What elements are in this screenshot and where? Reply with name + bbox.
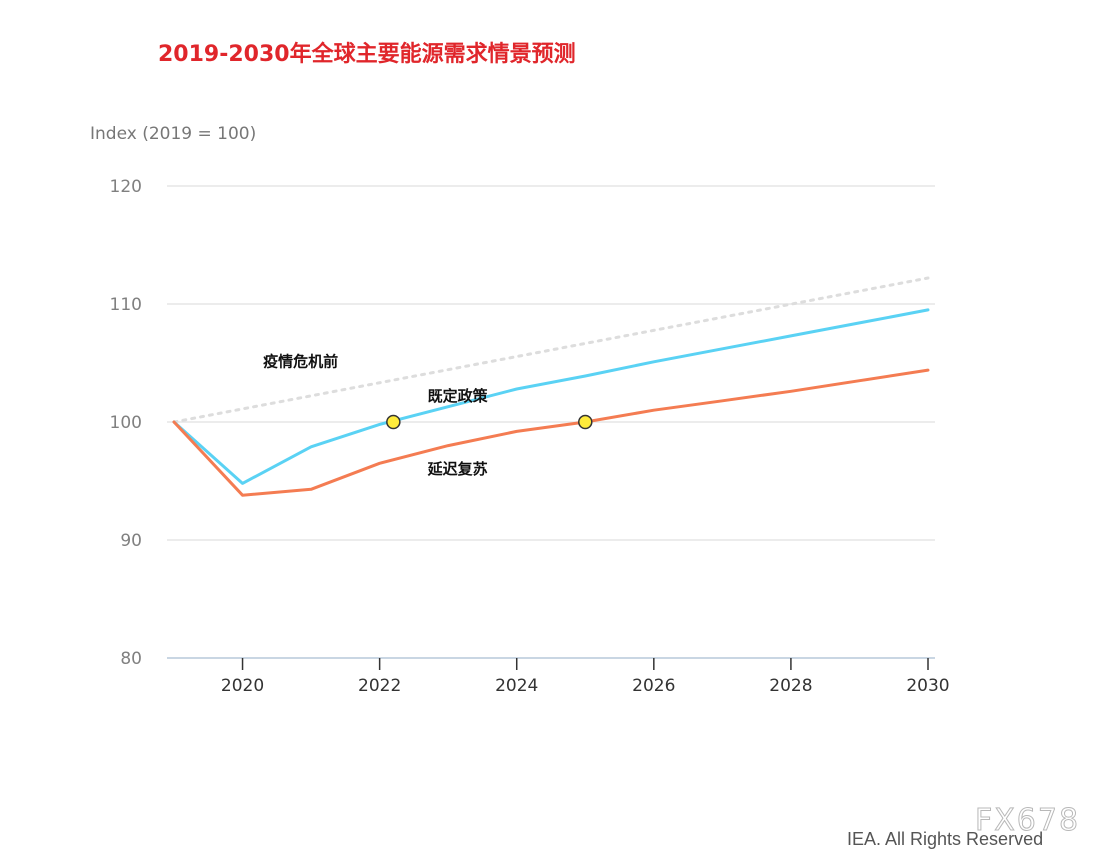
- grid: [167, 185, 935, 541]
- x-tick-label-2030: 2030: [906, 676, 949, 696]
- y-tick-label-90: 90: [120, 531, 142, 551]
- y-tick-label-120: 120: [110, 177, 142, 197]
- annotation-label-1: 既定政策: [428, 387, 489, 405]
- series-line-0: [172, 276, 930, 424]
- watermark-logo: FX678: [974, 803, 1081, 839]
- point-marker-0: [386, 414, 401, 430]
- annotation-label-2: 延迟复苏: [427, 460, 488, 478]
- chart-title: 2019-2030年全球主要能源需求情景预测: [158, 42, 576, 67]
- y-tick-label-100: 100: [110, 413, 142, 433]
- x-tick-label-2026: 2026: [632, 676, 675, 696]
- y-tick-label-80: 80: [120, 649, 142, 669]
- source-credit: IEA. All Rights Reserved: [847, 829, 1044, 849]
- x-tick-label-2028: 2028: [769, 676, 812, 696]
- series-line-1: [172, 308, 930, 485]
- labels: Index (2019 = 100) 80 90 100 110 120 2020 2022 2…: [90, 124, 950, 696]
- axes: [167, 657, 935, 670]
- series-line-2: [172, 368, 930, 497]
- point-marker-1: [578, 414, 593, 430]
- x-tick-label-2024: 2024: [495, 676, 538, 696]
- x-tick-label-2022: 2022: [358, 676, 401, 696]
- series-lines: [172, 276, 930, 497]
- x-tick-label-2020: 2020: [221, 676, 264, 696]
- y-tick-label-110: 110: [110, 295, 142, 315]
- markers: [386, 414, 593, 430]
- annotation-label-0: 疫情危机前: [263, 353, 338, 371]
- y-axis-label: Index (2019 = 100): [90, 124, 256, 144]
